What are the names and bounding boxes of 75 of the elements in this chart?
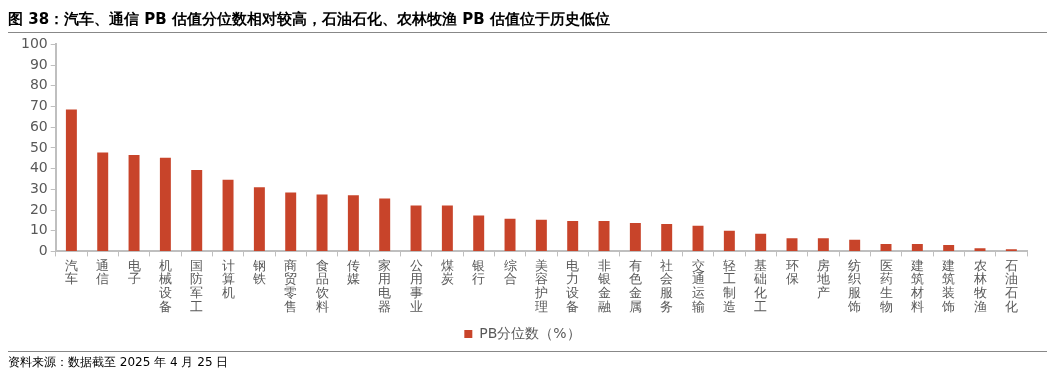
bar [817,238,829,251]
bar [911,243,923,251]
x-tick-label: 农林牧渔 [972,257,987,314]
bar [629,223,641,251]
y-tick-label: 0 [38,242,48,259]
bar [347,195,359,251]
bar [316,194,328,251]
bar [880,243,892,251]
x-tick-label: 石油石化 [1004,257,1018,314]
bar [285,192,297,251]
bar [849,239,861,251]
bar [473,215,485,251]
bar [410,205,422,251]
x-tick-label: 电子 [127,257,141,287]
x-tick-label: 非银金融 [596,257,611,314]
x-tick-label: 医药生物 [879,257,893,314]
y-tick-label: 90 [29,55,48,72]
bar [535,219,547,251]
y-tick-label: 100 [20,35,48,52]
x-tick-label: 银行 [471,257,486,287]
y-tick-label: 80 [29,76,48,93]
y-tick-label: 70 [29,97,48,114]
y-tick-label: 20 [29,200,48,217]
x-tick-label: 食品饮料 [314,257,329,314]
bar [786,238,798,251]
bar [692,225,704,251]
y-tick-label: 60 [29,117,48,134]
bar [379,198,391,251]
y-tick-label: 40 [29,159,48,176]
x-tick-label: 交通运输 [691,257,705,314]
bar [598,220,610,251]
x-tick-label: 传媒 [346,257,360,287]
bar [755,233,767,251]
bar [441,205,453,251]
bar [723,230,735,251]
y-tick-label: 30 [29,179,48,196]
bar [974,248,986,251]
x-tick-label: 煤炭 [440,257,454,287]
bar [567,220,579,251]
text: 资料来源：数据截至 2025 年 4 月 25 日 [8,351,1047,371]
bar [159,157,171,251]
bar [253,187,265,251]
x-tick-label: 建筑材料 [909,257,924,314]
bar [222,179,234,251]
x-tick-label: 社会服务 [660,257,674,314]
x-tick-label: 有色金属 [628,257,642,314]
x-tick-label: 纺织服饰 [847,257,862,314]
x-tick-label: 电力设备 [566,257,580,314]
x-tick-label: 钢铁 [251,257,266,287]
x-tick-label: 通信 [96,257,110,287]
x-tick-label: 家用电器 [378,257,392,314]
bar [65,109,77,251]
x-tick-label: 轻工制造 [722,257,736,314]
legend-label: PB分位数（%） [479,324,581,341]
y-tick-label: 10 [29,221,48,238]
bar [191,170,203,251]
bar [943,244,955,251]
x-tick-label: 机械设备 [158,257,172,314]
x-tick-label: 基础化工 [753,257,768,314]
x-tick-label: 计算机 [221,257,235,300]
x-tick-label: 国防军工 [190,257,204,314]
bar [661,224,673,251]
chart-title: 图 38：汽车、通信 PB 估值分位数相对较高，石油石化、农林牧渔 PB 估值位于历史低位 [8,8,1047,33]
bar [504,218,516,251]
x-tick-label: 环保 [785,257,799,287]
bar [128,154,140,251]
x-tick-label: 房地产 [815,257,830,300]
y-tick-label: 50 [29,138,48,155]
x-tick-label: 商贸零售 [284,257,298,314]
x-tick-label: 汽车 [64,257,78,287]
x-tick-label: 公用事业 [409,257,423,314]
x-tick-label: 综合 [503,257,517,287]
x-tick-label: 建筑装饰 [941,257,956,314]
x-tick-label: 美容护理 [533,257,548,314]
bar [97,152,109,251]
